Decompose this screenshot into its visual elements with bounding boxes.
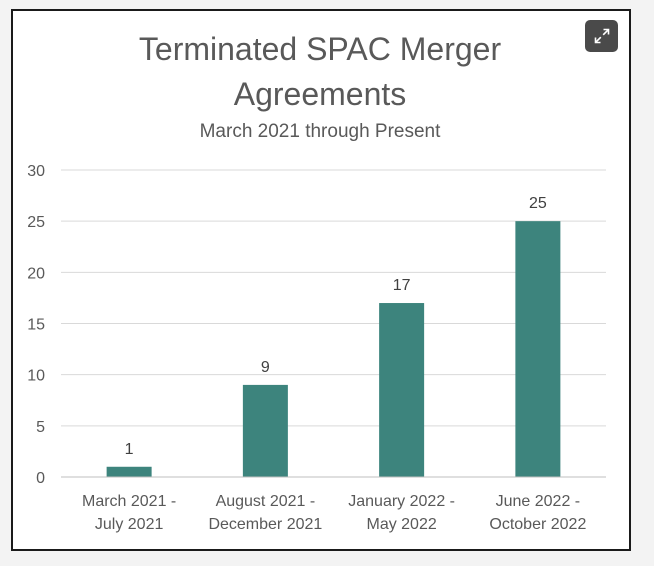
x-category-label: August 2021 - — [216, 493, 316, 510]
bar — [242, 384, 288, 477]
bar — [379, 303, 425, 477]
y-tick-label: 10 — [27, 368, 45, 385]
data-label: 17 — [393, 277, 411, 294]
data-labels: 1 9 17 25 — [125, 195, 547, 458]
x-category-label: May 2022 — [366, 516, 436, 533]
x-category-label: October 2022 — [489, 516, 586, 533]
chart-title-line-1: Terminated SPAC Merger — [139, 31, 502, 67]
y-axis-ticks: 0 5 10 15 20 25 30 — [27, 163, 45, 487]
y-tick-label: 15 — [27, 317, 45, 334]
data-label: 1 — [125, 441, 134, 458]
x-category-label: July 2021 — [95, 516, 164, 533]
x-axis-categories: March 2021 - July 2021 August 2021 - Decemb… — [82, 493, 586, 533]
expand-button[interactable] — [585, 20, 618, 52]
bar — [106, 466, 152, 477]
bar — [515, 221, 561, 477]
chart-title: Terminated SPAC Merger Agreements — [139, 31, 502, 112]
gridlines — [61, 169, 606, 427]
y-tick-label: 25 — [27, 214, 45, 231]
x-category-label: March 2021 - — [82, 493, 176, 510]
bars — [106, 221, 561, 477]
data-label: 25 — [529, 195, 547, 212]
y-tick-label: 30 — [27, 163, 45, 180]
expand-icon — [594, 28, 609, 44]
y-tick-label: 5 — [36, 419, 45, 436]
y-tick-label: 20 — [27, 265, 45, 282]
x-category-label: June 2022 - — [496, 493, 581, 510]
data-label: 9 — [261, 359, 270, 376]
chart-title-line-2: Agreements — [234, 76, 407, 112]
chart-subtitle: March 2021 through Present — [200, 121, 442, 142]
x-category-label: December 2021 — [208, 516, 322, 533]
x-category-label: January 2022 - — [348, 493, 455, 510]
y-tick-label: 0 — [36, 470, 45, 487]
